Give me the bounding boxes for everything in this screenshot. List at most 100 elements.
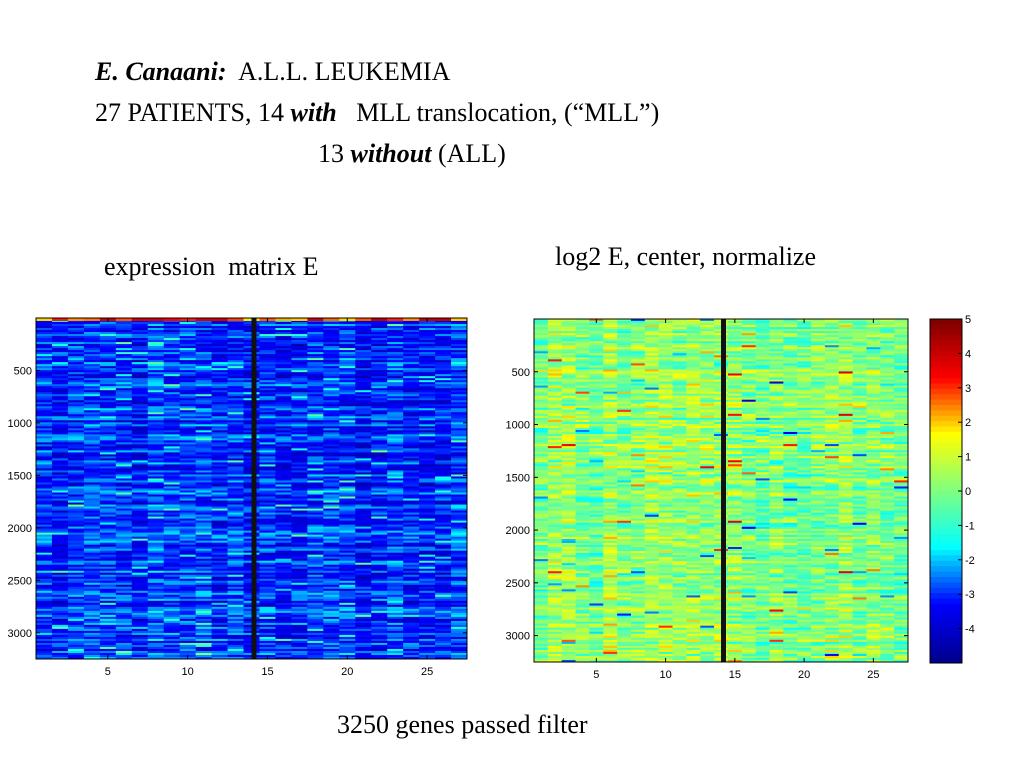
heatmap-cell [275, 404, 292, 407]
heatmap-cell [227, 370, 244, 373]
heatmap-cell [115, 454, 133, 457]
heatmap-cell [355, 622, 372, 626]
heatmap-cell [179, 394, 197, 397]
heatmap-cell [534, 339, 549, 342]
heatmap-cell [195, 322, 212, 325]
heatmap-cell [195, 614, 212, 618]
heatmap-cell [211, 388, 228, 391]
heatmap-cell [163, 490, 181, 493]
heatmap-cell [451, 618, 468, 622]
heatmap-cell [307, 538, 324, 542]
heatmap-cell [323, 366, 340, 369]
heatmap-cell [179, 434, 197, 437]
heatmap-cell [179, 460, 197, 463]
heatmap-cell [179, 428, 197, 431]
heatmap-cell [99, 468, 117, 471]
heatmap-cell [824, 337, 840, 340]
heatmap-cell [291, 646, 308, 650]
heatmap-cell [36, 348, 53, 351]
heatmap-cell [163, 558, 181, 562]
heatmap-cell [115, 604, 133, 608]
heatmap-cell [371, 624, 388, 628]
heatmap-cell [195, 450, 212, 453]
heatmap-cell [769, 321, 784, 324]
heatmap-cell [419, 474, 436, 477]
heatmap-cell [211, 412, 228, 415]
heatmap-cell [163, 488, 181, 491]
heatmap-cell [371, 476, 388, 479]
heatmap-cell [387, 410, 404, 413]
heatmap-cell [866, 331, 881, 334]
heatmap-cell [603, 325, 618, 328]
heatmap-cell [339, 588, 356, 592]
heatmap-cell [575, 337, 590, 340]
heatmap-cell [403, 544, 420, 548]
heatmap-cell [36, 376, 53, 379]
heatmap-cell [51, 494, 69, 497]
heatmap-cell [419, 436, 436, 439]
heatmap-cell [291, 496, 308, 499]
heatmap-cell [211, 488, 228, 491]
heatmap-cell [259, 480, 276, 483]
heatmap-cell [387, 422, 404, 425]
heatmap-cell [227, 396, 244, 399]
heatmap-cell [83, 416, 101, 419]
heatmap-cell [83, 642, 101, 646]
heatmap-cell [259, 582, 276, 586]
heatmap-cell [147, 606, 165, 610]
heatmap-cell [435, 588, 452, 592]
heatmap-cell [355, 366, 372, 369]
heatmap-cell [275, 368, 292, 371]
heatmap-cell [83, 480, 101, 483]
heatmap-cell [51, 332, 69, 335]
author-name: E. Canaani: [95, 57, 227, 86]
heatmap-cell [371, 524, 388, 528]
heatmap-cell [387, 518, 404, 521]
heatmap-cell [451, 374, 468, 377]
heatmap-cell [179, 410, 197, 413]
heatmap-cell [115, 652, 133, 656]
heatmap-cell [727, 335, 743, 338]
heatmap-cell [355, 474, 372, 477]
heatmap-cell [99, 446, 117, 449]
heatmap-cell [51, 340, 69, 343]
heatmap-cell [419, 630, 436, 634]
heatmap-cell [686, 335, 701, 338]
heatmap-cell [36, 562, 53, 566]
heatmap-cell [51, 436, 69, 439]
heatmap-cell [227, 634, 244, 638]
heatmap-cell [419, 488, 436, 491]
heatmap-cell [227, 450, 244, 453]
heatmap-cell [67, 452, 85, 455]
heatmap-cell [403, 364, 420, 367]
heatmap-cell [179, 574, 197, 578]
heatmap-cell [339, 362, 356, 365]
heatmap-cell [339, 564, 356, 568]
heatmap-cell [323, 396, 340, 399]
heatmap-cell [403, 372, 420, 375]
heatmap-cell [36, 604, 53, 608]
heatmap-cell [211, 330, 228, 333]
heatmap-cell [195, 332, 212, 335]
heatmap-cell [67, 530, 85, 534]
heatmap-cell [67, 574, 85, 578]
heatmap-cell [307, 356, 324, 359]
heatmap-cell [275, 626, 292, 630]
heatmap-cell [211, 404, 228, 407]
heatmap-cell [227, 438, 244, 441]
heatmap-cell [838, 341, 853, 344]
heatmap-cell [403, 534, 420, 538]
heatmap-cell [115, 506, 133, 509]
patient-count: 27 PATIENTS, 14 [95, 98, 285, 127]
heatmap-cell [195, 526, 212, 530]
heatmap-cell [67, 416, 85, 419]
heatmap-cell [83, 390, 101, 393]
heatmap-cell [275, 426, 292, 429]
heatmap-cell [451, 642, 468, 646]
heatmap-cell [36, 486, 53, 489]
heatmap-cell [179, 514, 197, 517]
heatmap-cell [195, 410, 212, 413]
heatmap-cell [727, 341, 743, 344]
heatmap-cell [179, 324, 197, 327]
heatmap-cell [451, 468, 468, 471]
